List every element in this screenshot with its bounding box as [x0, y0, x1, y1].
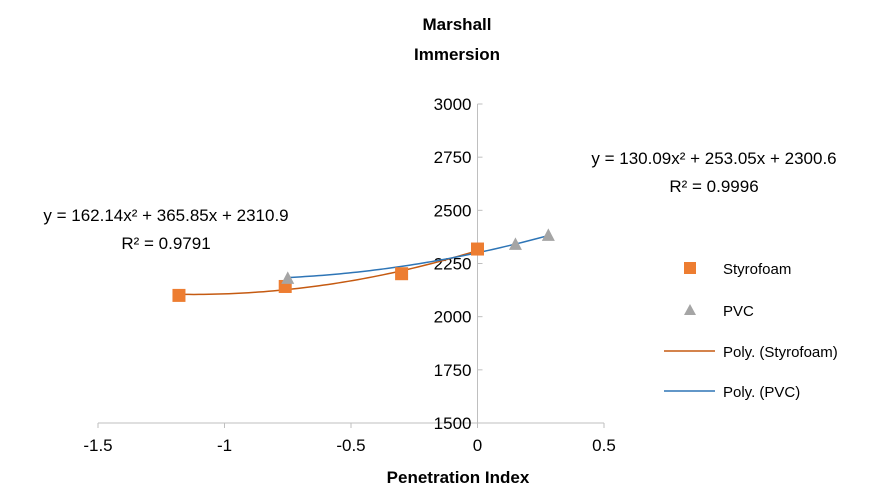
- data-point-styrofoam: [395, 267, 409, 281]
- legend-label-poly-styrofoam: Poly. (Styrofoam): [723, 344, 838, 361]
- chart-title-line-2: Immersion: [414, 45, 500, 64]
- data-point-styrofoam: [471, 242, 484, 256]
- data-point-pvc: [508, 237, 522, 250]
- axes: -1.5 -1 -0.5 0 0.515001750200022502500275030…: [83, 95, 615, 455]
- legend-label-pvc: PVC: [723, 303, 754, 320]
- legend-label-poly-pvc: Poly. (PVC): [723, 384, 800, 401]
- x-tick-label: 0: [473, 436, 482, 455]
- markers: [172, 228, 555, 302]
- trendline-styrofoam: [178, 249, 478, 296]
- x-tick-label: -1: [217, 436, 232, 455]
- y-tick-label: 3000: [434, 95, 472, 114]
- trendlines: [178, 234, 549, 296]
- x-tick-label: -1.5: [83, 436, 112, 455]
- y-tick-label: 2750: [434, 148, 472, 167]
- x-axis-title: Penetration Index: [387, 468, 530, 487]
- data-point-styrofoam: [172, 288, 186, 302]
- legend-label-styrofoam: Styrofoam: [723, 261, 791, 278]
- legend-marker-styrofoam: [684, 262, 696, 274]
- equation-styrofoam: y = 162.14x² + 365.85x + 2310.9: [43, 206, 288, 225]
- x-tick-label: -0.5: [336, 436, 365, 455]
- equation-pvc: y = 130.09x² + 253.05x + 2300.6: [591, 149, 836, 168]
- data-point-pvc: [281, 271, 295, 284]
- x-tick-label: 0.5: [592, 436, 616, 455]
- y-tick-label: 2000: [434, 308, 472, 327]
- y-tick-label: 1500: [434, 414, 472, 433]
- r-squared-styrofoam: R² = 0.9791: [121, 234, 210, 253]
- y-tick-label: 1750: [434, 361, 472, 380]
- chart-title-line-1: Marshall: [423, 15, 492, 34]
- y-tick-label: 2500: [434, 201, 472, 220]
- data-point-pvc: [541, 228, 555, 241]
- trendline-pvc: [287, 234, 549, 279]
- legend: Styrofoam PVC Poly. (Styrofoam) Poly. (P…: [664, 261, 838, 401]
- legend-marker-pvc: [684, 304, 696, 315]
- r-squared-pvc: R² = 0.9996: [669, 177, 758, 196]
